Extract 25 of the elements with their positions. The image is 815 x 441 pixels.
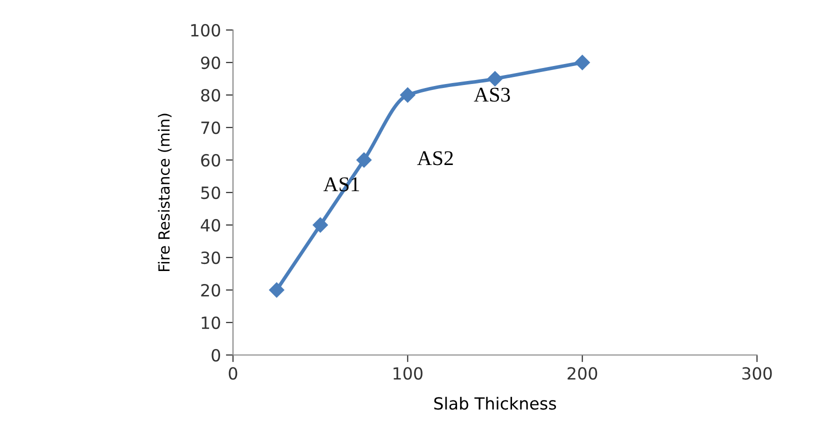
x-tick-label: 0 — [228, 367, 238, 380]
x-axis-title: Slab Thickness — [434, 396, 556, 410]
point — [400, 87, 416, 103]
annotation: AS2 — [417, 151, 453, 166]
y-tick-label: 20 — [201, 284, 220, 297]
y-tick-label: 70 — [201, 121, 220, 134]
point — [312, 217, 328, 233]
y-tick-label: 60 — [201, 154, 220, 167]
y-tick-label: 10 — [202, 316, 220, 330]
y-tick-label: 90 — [201, 56, 220, 70]
point — [356, 152, 372, 168]
point — [269, 282, 284, 298]
annotation: AS3 — [474, 88, 510, 102]
y-tick-label: 100 — [191, 24, 220, 37]
y-tick-label: 50 — [201, 186, 220, 200]
point — [574, 54, 590, 70]
y-tick-label: 40 — [200, 218, 220, 232]
y-tick-label: 80 — [201, 88, 220, 102]
y-tick-label: 30 — [201, 251, 220, 264]
x-tick-label: 300 — [742, 367, 772, 380]
y-axis-title: Fire Resistance (min) — [158, 114, 172, 272]
x-tick-label: 200 — [568, 367, 598, 380]
x-tick-label: 100 — [394, 367, 422, 380]
y-tick-label: 0 — [212, 348, 220, 362]
point — [487, 71, 503, 86]
